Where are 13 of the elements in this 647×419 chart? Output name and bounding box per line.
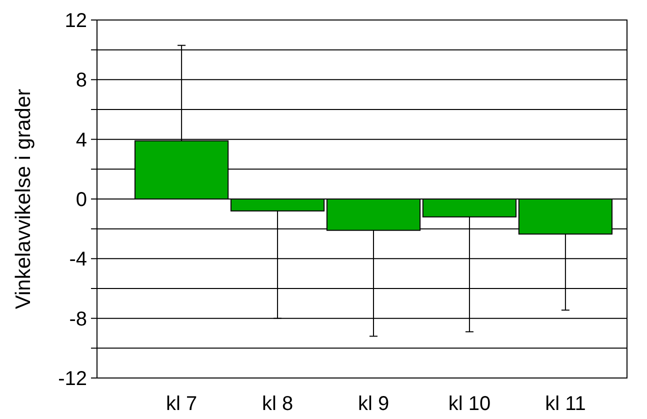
x-tick-label: kl 7	[166, 393, 198, 415]
y-tick-label: -12	[58, 368, 87, 390]
y-tick-label: -8	[69, 308, 87, 330]
x-tick-label: kl 9	[358, 393, 390, 415]
y-axis-title: Vinkelavvikelse i grader	[12, 88, 35, 310]
y-tick-label: -4	[69, 248, 87, 271]
y-tick-label: 4	[76, 129, 87, 152]
x-tick-label: kl 11	[545, 393, 586, 415]
y-tick-label: 12	[64, 10, 87, 32]
x-tick-label: kl 8	[262, 393, 294, 415]
y-tick-label: 8	[76, 70, 87, 92]
x-tick-label: kl 10	[448, 393, 491, 415]
y-tick-label: 0	[76, 189, 87, 211]
